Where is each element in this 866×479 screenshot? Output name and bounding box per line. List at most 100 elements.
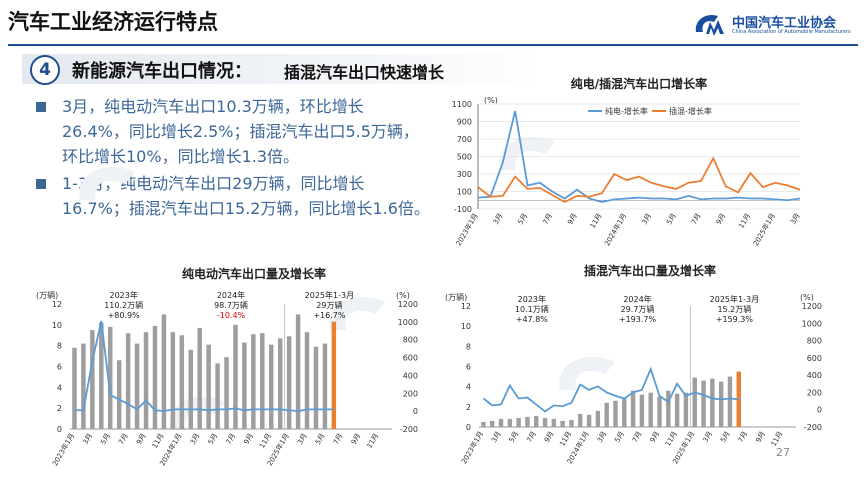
annotation-growth: -10.4% [217,311,246,320]
annotation-growth: +80.9% [108,311,141,320]
bullet-item: 3月，纯电动汽车出口10.3万辆，环比增长26.4%，同比增长2.5%；插混汽车… [30,94,430,169]
bullet-square-icon [36,179,46,189]
bullet-item: 1-3月，纯电动汽车出口29万辆，同比增长16.7%；插混汽车出口15.2万辆，… [30,171,430,221]
left-tick-label: 0 [466,423,471,432]
bar [701,380,706,427]
bar [99,322,104,429]
bar [683,392,689,427]
bar [224,357,229,429]
annotation-volume: 29.7万辆 [621,304,655,314]
left-tick-label: 12 [52,300,62,309]
y-tick-label: 1100 [452,100,472,109]
left-tick-label: 0 [57,425,62,434]
bullet-text: 1-3月，纯电动汽车出口29万辆，同比增长16.7%；插混汽车出口15.2万辆，… [62,174,430,218]
x-tick-label: 5月 [719,430,732,444]
x-tick-label: 3月 [701,430,714,444]
left-tick-label: 4 [57,383,62,392]
section-header: 4 新能源汽车出口情况： 插混汽车出口快速增长 [22,54,542,85]
annotation-volume: 110.2万辆 [104,300,143,310]
bar [613,400,618,427]
bar [215,363,220,429]
left-tick-label: 12 [461,302,471,311]
annotation-volume: 98.7万辆 [214,300,248,310]
annotation-period: 2023年 [109,290,137,300]
bar-current [331,321,337,429]
bar [90,330,95,429]
y-tick-label: 900 [457,118,472,127]
annotation-period: 2024年 [623,294,651,304]
bar [143,332,149,429]
left-axis-unit: (万辆) [36,290,58,300]
x-tick-label: 7月 [525,430,538,444]
x-tick-label: 11月 [664,430,679,448]
bar [481,421,486,427]
annotation-period: 2024年 [217,290,245,300]
logo: 中国汽车工业协会 China Association of Automobile… [692,10,862,40]
bar [72,347,77,429]
bar [727,376,733,427]
annotation-growth: +159.3% [716,315,754,324]
bar [206,344,211,429]
right-tick-label: -200 [804,423,822,432]
x-tick-label: 2023年1月 [459,430,485,466]
bar [295,314,301,429]
right-tick-label: 0 [817,406,822,415]
bar [108,326,113,429]
page-title: 汽车工业经济运行特点 [8,10,218,34]
bar [718,381,724,427]
left-tick-label: 8 [466,342,471,351]
right-tick-label: 200 [403,389,418,398]
section-subtitle: 插混汽车出口快速增长 [284,63,445,82]
legend-label: 插混-增长率 [669,106,712,116]
right-tick-label: 1200 [398,300,418,309]
legend-label: 纯电-增长率 [605,106,648,116]
bar [161,314,167,429]
bar [622,398,627,427]
series-line [477,110,801,203]
logo-cn-text: 中国汽车工业协会 [732,16,837,31]
bar [525,416,530,427]
bar [242,342,247,429]
bar [304,332,310,429]
section-title: 新能源汽车出口情况： [72,61,252,82]
y-tick-label: 300 [457,170,472,179]
annotation-period: 2025年1-3月 [305,290,354,300]
right-tick-label: 0 [413,407,418,416]
annotation-growth: +193.7% [619,315,657,324]
bar [595,410,601,427]
x-tick-label: 5月 [613,430,626,444]
bar [560,420,565,427]
left-tick-label: 6 [466,363,471,372]
left-tick-label: 2 [57,404,62,413]
left-tick-label: 8 [57,342,62,351]
right-axis-unit: (%) [800,293,814,302]
y-axis-unit: (%) [484,96,498,105]
bar [188,349,193,429]
left-axis-unit: (万辆) [445,292,467,302]
growth-line [482,366,739,413]
logo-en-text: China Association of Automobile Manufact… [732,29,851,35]
bar [534,415,539,427]
bar [648,392,653,427]
right-tick-label: 600 [403,354,418,363]
header-rule [8,44,858,46]
bar [490,420,495,427]
annotation-volume: 10.1万辆 [515,304,549,314]
bar [710,378,715,427]
annotation-volume: 15.2万辆 [717,304,751,314]
bar [674,393,680,427]
right-tick-label: 600 [807,354,822,363]
left-tick-label: 4 [466,383,471,392]
bar [286,336,292,429]
right-tick-label: 400 [403,371,418,380]
bar [578,413,583,427]
bar [498,418,504,427]
right-tick-label: 200 [807,388,822,397]
chart-title: 纯电/插混汽车出口增长率 [571,76,707,91]
x-tick-label: 3月 [490,430,503,444]
x-tick-label: 9月 [754,430,767,444]
bullet-list: 3月，纯电动汽车出口10.3万辆，环比增长26.4%，同比增长2.5%；插混汽车… [30,94,430,223]
